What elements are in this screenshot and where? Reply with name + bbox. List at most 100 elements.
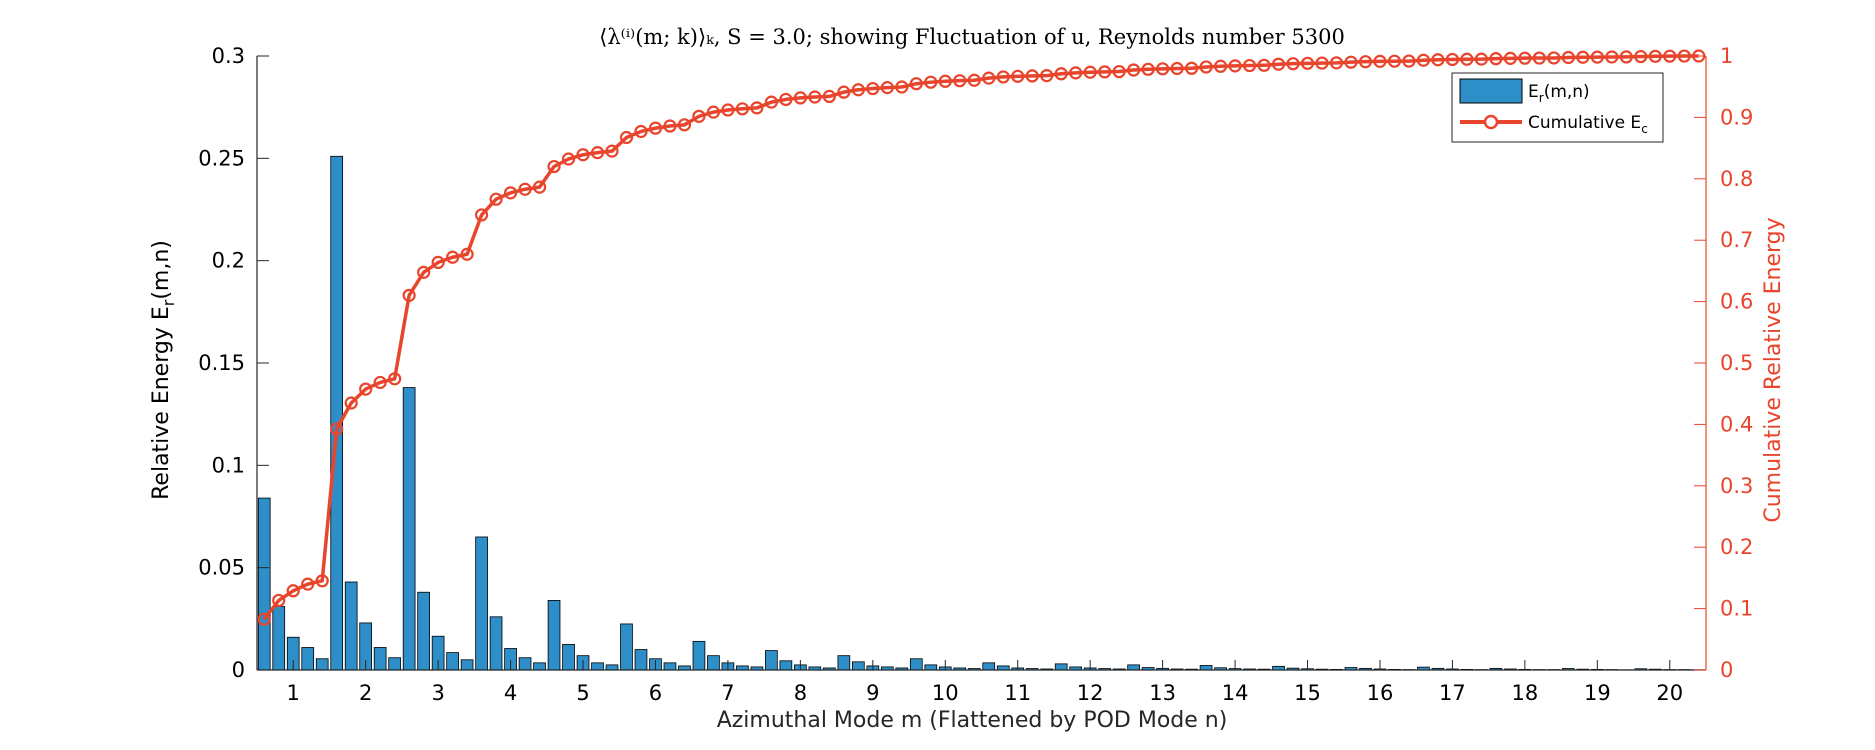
cumulative-point bbox=[1561, 50, 1575, 65]
cumulative-point bbox=[866, 81, 880, 96]
cumulative-point bbox=[1300, 56, 1315, 70]
legend-bar-label: Er(m,n) bbox=[1528, 82, 1590, 105]
cumulative-point bbox=[996, 70, 1010, 84]
cumulative-point bbox=[1474, 52, 1489, 66]
bar bbox=[547, 600, 561, 671]
cumulative-point bbox=[1489, 52, 1503, 66]
y-left-tick-label: 0.15 bbox=[198, 351, 245, 375]
cumulative-point bbox=[1156, 62, 1170, 76]
cumulative-point bbox=[344, 396, 358, 410]
cumulative-point bbox=[532, 180, 547, 194]
cumulative-point bbox=[518, 182, 532, 196]
x-tick-label: 1 bbox=[287, 681, 300, 705]
bar bbox=[851, 661, 865, 671]
cumulative-point bbox=[1547, 51, 1561, 65]
cumulative-point bbox=[1185, 61, 1199, 75]
y-left-tick-label: 0.3 bbox=[212, 44, 245, 68]
bar bbox=[373, 647, 387, 671]
x-tick-label: 18 bbox=[1512, 681, 1539, 705]
cumulative-point bbox=[808, 90, 822, 104]
bar bbox=[924, 664, 938, 671]
cumulative-point bbox=[576, 148, 590, 162]
cumulative-point bbox=[779, 92, 793, 107]
x-tick-label: 19 bbox=[1584, 681, 1611, 705]
cumulative-point bbox=[1619, 50, 1633, 64]
bar bbox=[765, 650, 778, 671]
cumulative-point bbox=[692, 109, 706, 123]
cumulative-point bbox=[1532, 51, 1546, 65]
y-right-tick-label: 0.8 bbox=[1720, 167, 1753, 191]
cumulative-point bbox=[1011, 69, 1025, 83]
bar bbox=[837, 655, 851, 671]
cumulative-point bbox=[605, 144, 619, 158]
cumulative-point bbox=[590, 146, 605, 160]
cumulative-point bbox=[764, 95, 778, 109]
cumulative-point bbox=[1445, 52, 1460, 67]
cumulative-point bbox=[272, 593, 286, 608]
bar bbox=[692, 640, 706, 671]
cumulative-point bbox=[330, 422, 344, 436]
cumulative-point bbox=[1387, 54, 1402, 68]
bar bbox=[562, 644, 575, 671]
cumulative-point bbox=[982, 71, 996, 85]
cumulative-point bbox=[1242, 58, 1257, 73]
cumulative-point bbox=[634, 124, 648, 139]
x-tick-label: 3 bbox=[431, 681, 444, 705]
bar bbox=[1054, 663, 1068, 671]
cumulative-point bbox=[924, 75, 938, 89]
bar bbox=[301, 647, 315, 671]
cumulative-point bbox=[648, 121, 663, 135]
x-tick-label: 9 bbox=[866, 681, 879, 705]
x-tick-label: 13 bbox=[1149, 681, 1176, 705]
bar bbox=[272, 606, 286, 671]
y-left-tick-label: 0 bbox=[232, 658, 245, 682]
bar bbox=[779, 660, 793, 671]
bar bbox=[591, 662, 604, 671]
bar bbox=[257, 497, 271, 671]
cumulative-line-layer bbox=[257, 49, 1706, 626]
x-tick-label: 5 bbox=[576, 681, 589, 705]
y-right-tick-label: 0.3 bbox=[1720, 474, 1753, 498]
legend: Er(m,n) Cumulative Ec bbox=[1451, 72, 1664, 143]
cumulative-point bbox=[1576, 50, 1590, 64]
y-left-tick-label: 0.1 bbox=[212, 453, 245, 477]
cumulative-point bbox=[1054, 67, 1068, 81]
cumulative-point bbox=[1141, 62, 1155, 76]
y-right-tick-label: 0.7 bbox=[1720, 228, 1753, 252]
y-right-tick-label: 0.9 bbox=[1720, 105, 1753, 129]
cumulative-point bbox=[301, 577, 315, 591]
bar bbox=[707, 655, 720, 671]
bar bbox=[634, 649, 648, 671]
bar bbox=[518, 657, 532, 671]
bar bbox=[663, 662, 677, 671]
cumulative-point bbox=[822, 89, 836, 104]
x-tick-label: 6 bbox=[649, 681, 662, 705]
cumulative-point bbox=[1648, 49, 1662, 63]
cumulative-point bbox=[1402, 54, 1416, 68]
cumulative-point bbox=[1503, 51, 1517, 65]
bar bbox=[475, 536, 488, 671]
legend-line-label: Cumulative Ec bbox=[1528, 113, 1648, 136]
bar bbox=[996, 665, 1010, 671]
cumulative-point bbox=[1358, 55, 1373, 69]
x-tick-label: 8 bbox=[794, 681, 807, 705]
cumulative-point bbox=[1286, 57, 1300, 71]
x-tick-label: 2 bbox=[359, 681, 372, 705]
cumulative-point bbox=[851, 83, 865, 97]
cumulative-point bbox=[938, 74, 952, 88]
cumulative-point bbox=[1040, 68, 1054, 83]
cumulative-point bbox=[1213, 59, 1228, 73]
cumulative-point bbox=[1677, 49, 1691, 63]
cumulative-point bbox=[909, 77, 923, 91]
cumulative-point bbox=[388, 372, 402, 386]
bar bbox=[344, 581, 358, 671]
legend-line-marker bbox=[1483, 114, 1499, 130]
chart-title: ⟨λ⁽ⁱ⁾(m; k)⟩ₖ, S = 3.0; showing Fluctuat… bbox=[599, 25, 1345, 49]
cumulative-point bbox=[880, 81, 894, 95]
y-axis-left-label: Relative Energy Er(m,n) bbox=[149, 240, 178, 500]
y-left-tick-label: 0.2 bbox=[212, 249, 245, 273]
cumulative-point bbox=[1098, 65, 1112, 79]
bar bbox=[982, 662, 996, 671]
cumulative-point bbox=[1344, 55, 1358, 69]
